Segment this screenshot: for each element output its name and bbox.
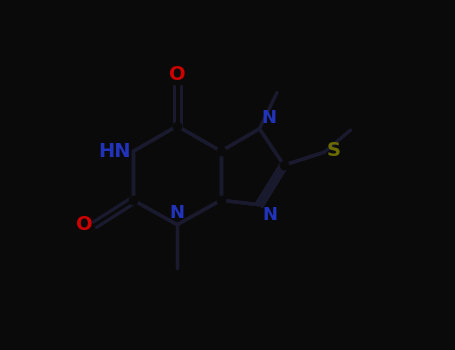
- Text: N: N: [261, 109, 276, 127]
- Text: N: N: [262, 206, 277, 224]
- Text: O: O: [169, 65, 186, 84]
- Text: O: O: [76, 215, 92, 234]
- Text: S: S: [327, 141, 341, 160]
- Text: N: N: [170, 204, 185, 222]
- Text: HN: HN: [98, 142, 131, 161]
